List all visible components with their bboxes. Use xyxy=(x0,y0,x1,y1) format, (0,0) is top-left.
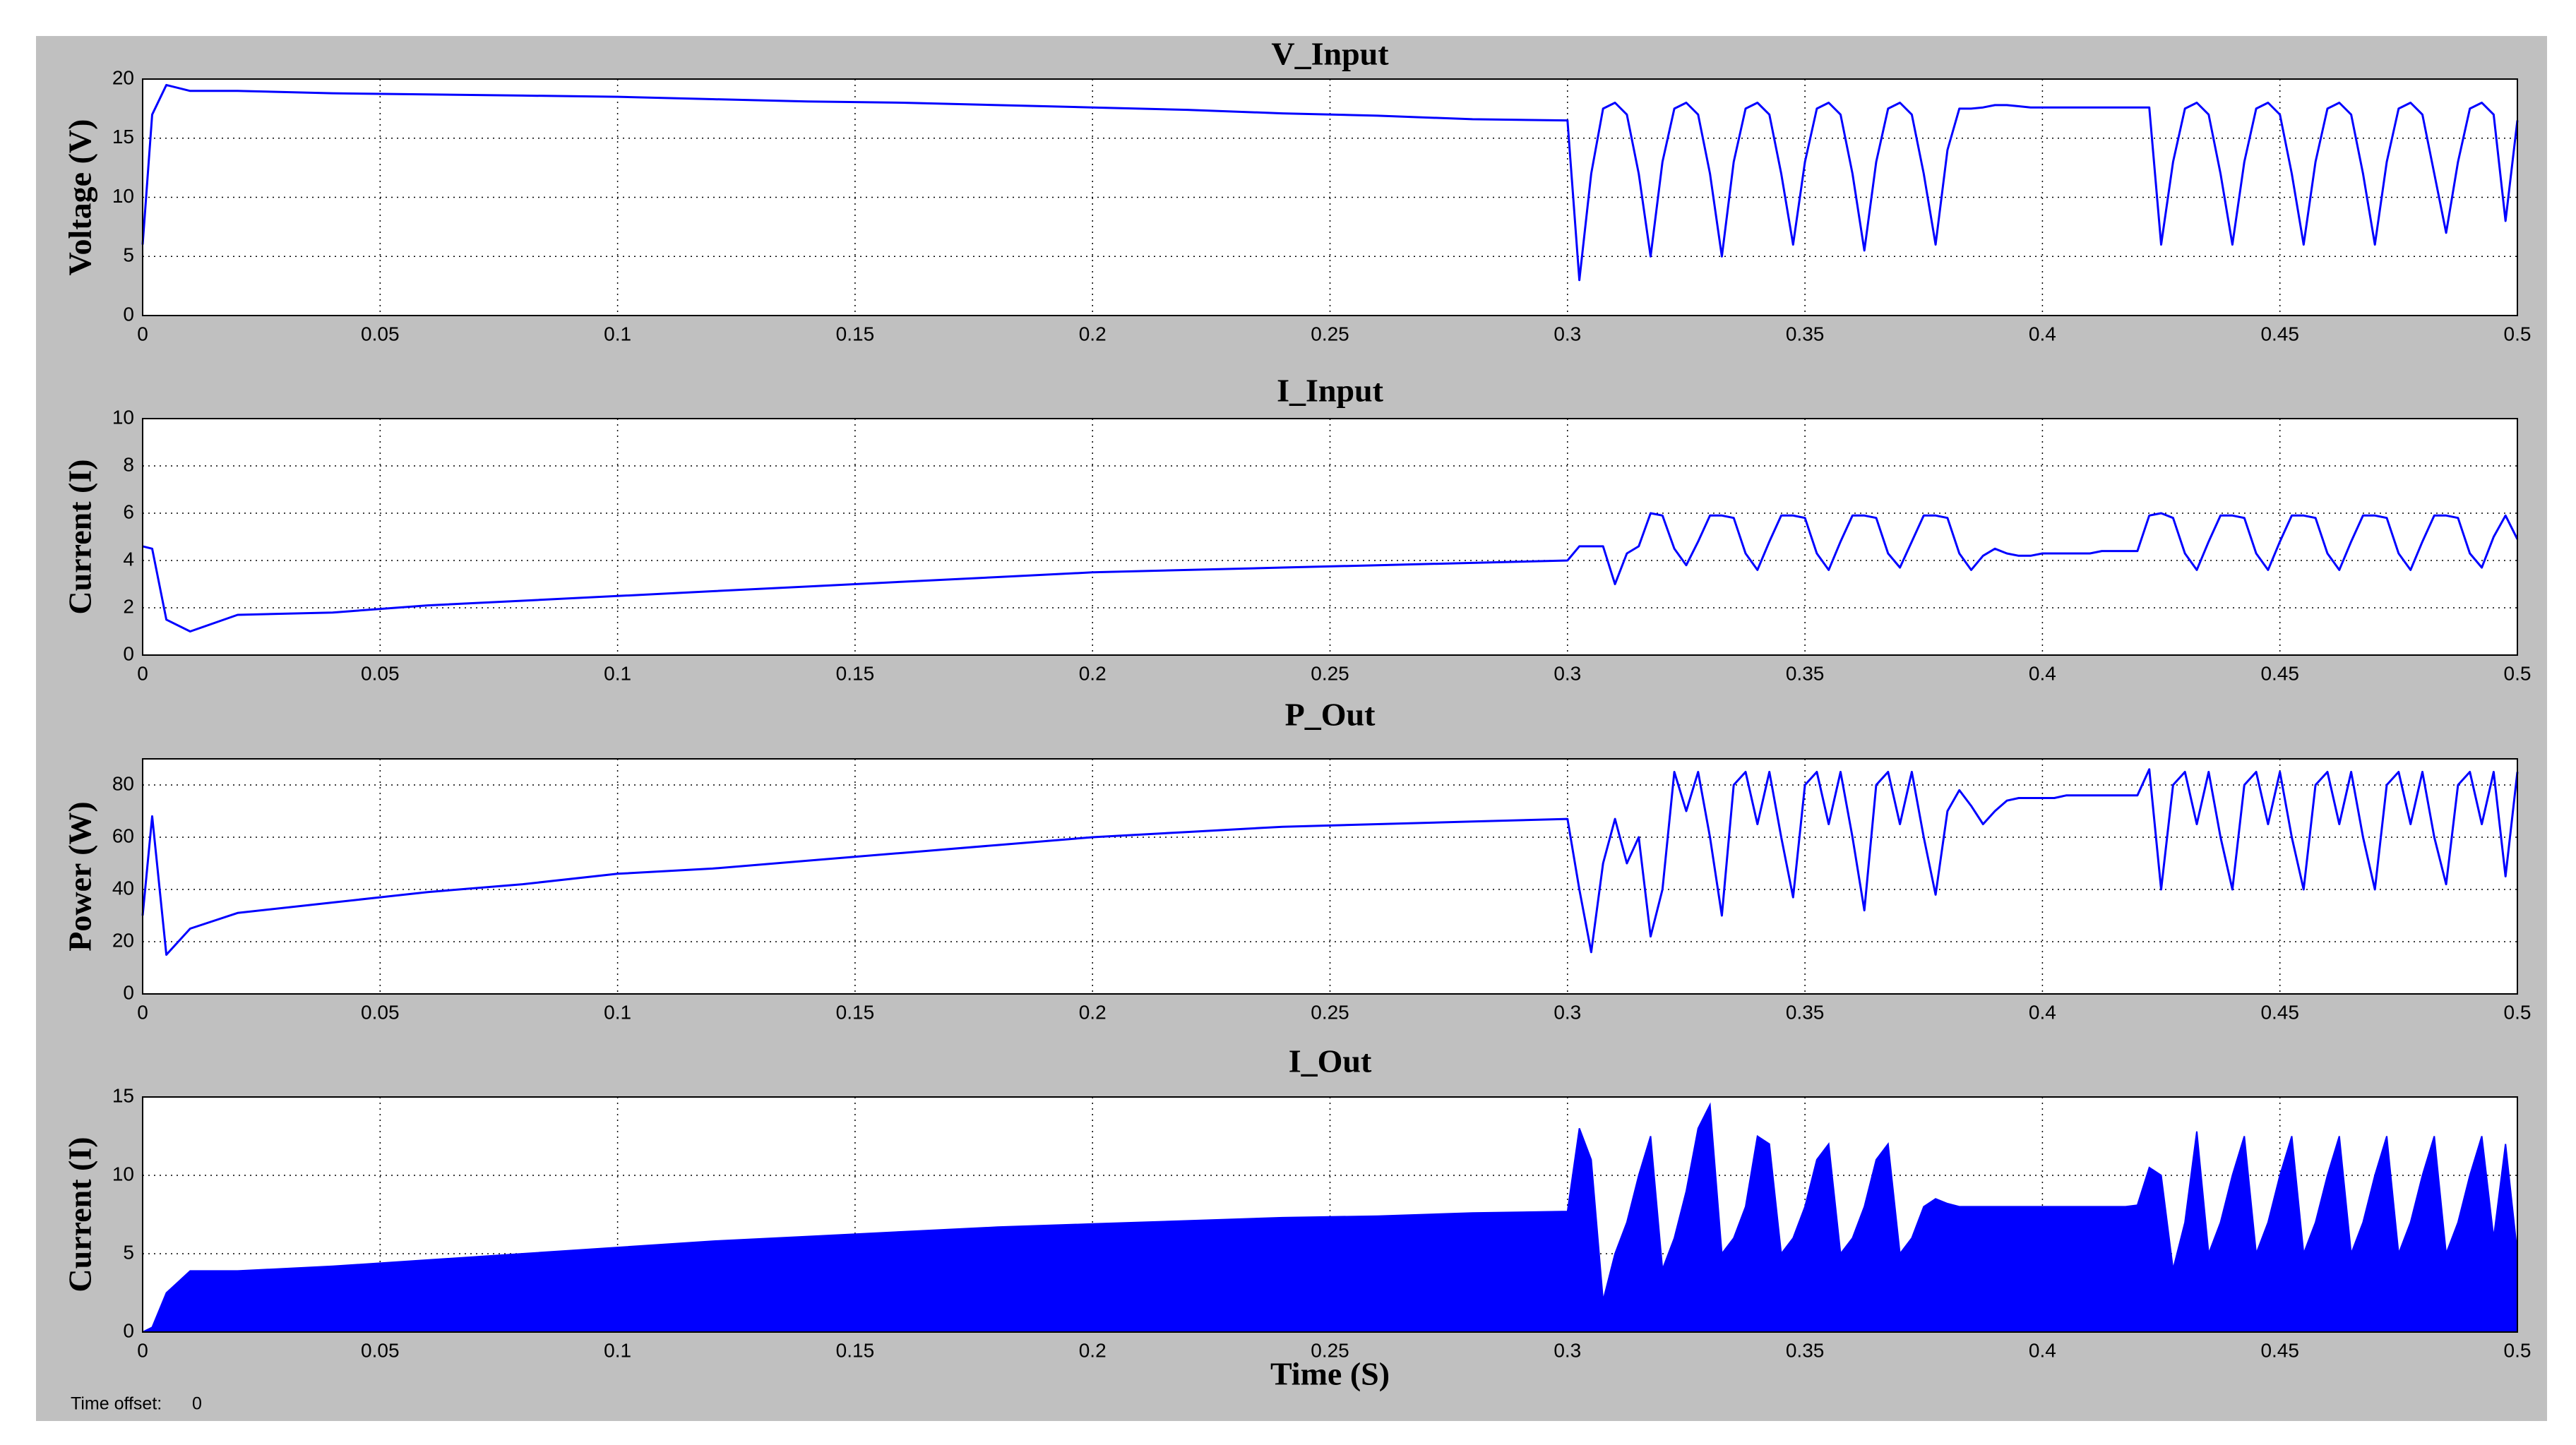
plot-area xyxy=(143,759,2517,994)
y-axis-label: Power (W) xyxy=(62,801,98,951)
chart-title: V_Input xyxy=(1271,36,1389,72)
y-tick-label: 20 xyxy=(112,66,134,88)
x-tick-label: 0.2 xyxy=(1079,1339,1107,1361)
x-tick-label: 0.35 xyxy=(1786,1339,1825,1361)
x-tick-label: 0.35 xyxy=(1786,323,1825,344)
y-tick-label: 80 xyxy=(112,772,134,794)
x-tick-label: 0 xyxy=(137,323,148,344)
x-tick-label: 0.3 xyxy=(1554,1339,1581,1361)
x-tick-label: 0.25 xyxy=(1311,662,1349,684)
chart-title: I_Out xyxy=(1289,1043,1372,1079)
y-tick-label: 4 xyxy=(123,548,134,570)
y-tick-label: 10 xyxy=(112,406,134,428)
x-tick-label: 0.5 xyxy=(2504,1001,2532,1023)
plot-frame xyxy=(142,1096,2518,1333)
x-tick-label: 0.1 xyxy=(604,323,631,344)
y-axis-label: Current (I) xyxy=(62,1137,98,1292)
x-tick-label: 0 xyxy=(137,1339,148,1361)
plot-area xyxy=(143,419,2517,655)
x-axis-label: Time (S) xyxy=(1270,1356,1390,1392)
x-tick-label: 0.5 xyxy=(2504,662,2532,684)
plot-frame xyxy=(142,78,2518,316)
y-axis-label: Current (I) xyxy=(62,459,98,614)
y-tick-label: 2 xyxy=(123,595,134,617)
y-tick-label: 10 xyxy=(112,185,134,207)
x-tick-label: 0.05 xyxy=(361,1339,400,1361)
series-area xyxy=(142,1102,2518,1333)
y-tick-label: 0 xyxy=(123,981,134,1003)
x-tick-label: 0.35 xyxy=(1786,1001,1825,1023)
series-line xyxy=(142,512,2519,632)
series-line xyxy=(141,768,2519,956)
x-tick-label: 0 xyxy=(137,1001,148,1023)
x-tick-label: 0.45 xyxy=(2260,323,2299,344)
chart-title: P_Out xyxy=(1285,697,1376,733)
x-tick-label: 0.1 xyxy=(604,1339,631,1361)
y-tick-label: 0 xyxy=(123,1319,134,1341)
x-tick-label: 0.45 xyxy=(2260,1339,2299,1361)
plot-frame xyxy=(142,758,2518,995)
x-tick-label: 0.1 xyxy=(604,1001,631,1023)
y-tick-label: 0 xyxy=(123,303,134,325)
time-offset-label: Time offset: xyxy=(71,1394,162,1414)
x-tick-label: 0.25 xyxy=(1311,323,1349,344)
x-tick-label: 0.2 xyxy=(1079,1001,1107,1023)
x-tick-label: 0.45 xyxy=(2260,662,2299,684)
x-tick-label: 0.15 xyxy=(836,1339,875,1361)
chart-title: I_Input xyxy=(1277,373,1384,409)
y-tick-label: 0 xyxy=(123,642,134,664)
y-tick-label: 40 xyxy=(112,877,134,899)
y-tick-label: 8 xyxy=(123,453,134,475)
y-tick-label: 20 xyxy=(112,929,134,951)
x-tick-label: 0.4 xyxy=(2029,1339,2056,1361)
y-tick-label: 15 xyxy=(112,126,134,148)
x-tick-label: 0 xyxy=(137,662,148,684)
x-tick-label: 0.4 xyxy=(2029,662,2056,684)
y-tick-label: 6 xyxy=(123,500,134,522)
y-tick-label: 15 xyxy=(112,1084,134,1106)
x-tick-label: 0.5 xyxy=(2504,323,2532,344)
x-tick-label: 0.4 xyxy=(2029,323,2056,344)
time-offset-value: 0 xyxy=(192,1394,202,1414)
x-tick-label: 0.05 xyxy=(361,323,400,344)
x-tick-label: 0.35 xyxy=(1786,662,1825,684)
x-tick-label: 0.5 xyxy=(2504,1339,2532,1361)
x-tick-label: 0.3 xyxy=(1554,1001,1581,1023)
x-tick-label: 0.2 xyxy=(1079,323,1107,344)
x-tick-label: 0.25 xyxy=(1311,1001,1349,1023)
x-tick-label: 0.15 xyxy=(836,1001,875,1023)
x-tick-label: 0.45 xyxy=(2260,1001,2299,1023)
x-tick-label: 0.15 xyxy=(836,323,875,344)
y-axis-label: Voltage (V) xyxy=(62,119,98,276)
plot-frame xyxy=(142,418,2518,656)
x-tick-label: 0.15 xyxy=(836,662,875,684)
y-tick-label: 60 xyxy=(112,825,134,846)
x-tick-label: 0.1 xyxy=(604,662,631,684)
y-tick-label: 10 xyxy=(112,1163,134,1185)
x-tick-label: 0.3 xyxy=(1554,323,1581,344)
x-tick-label: 0.4 xyxy=(2029,1001,2056,1023)
x-tick-label: 0.05 xyxy=(361,1001,400,1023)
series-line xyxy=(141,83,2519,282)
x-tick-label: 0.3 xyxy=(1554,662,1581,684)
x-tick-label: 0.05 xyxy=(361,662,400,684)
y-tick-label: 5 xyxy=(123,1241,134,1263)
x-tick-label: 0.2 xyxy=(1079,662,1107,684)
x-tick-label: 0.25 xyxy=(1311,1339,1349,1361)
y-tick-label: 5 xyxy=(123,244,134,266)
